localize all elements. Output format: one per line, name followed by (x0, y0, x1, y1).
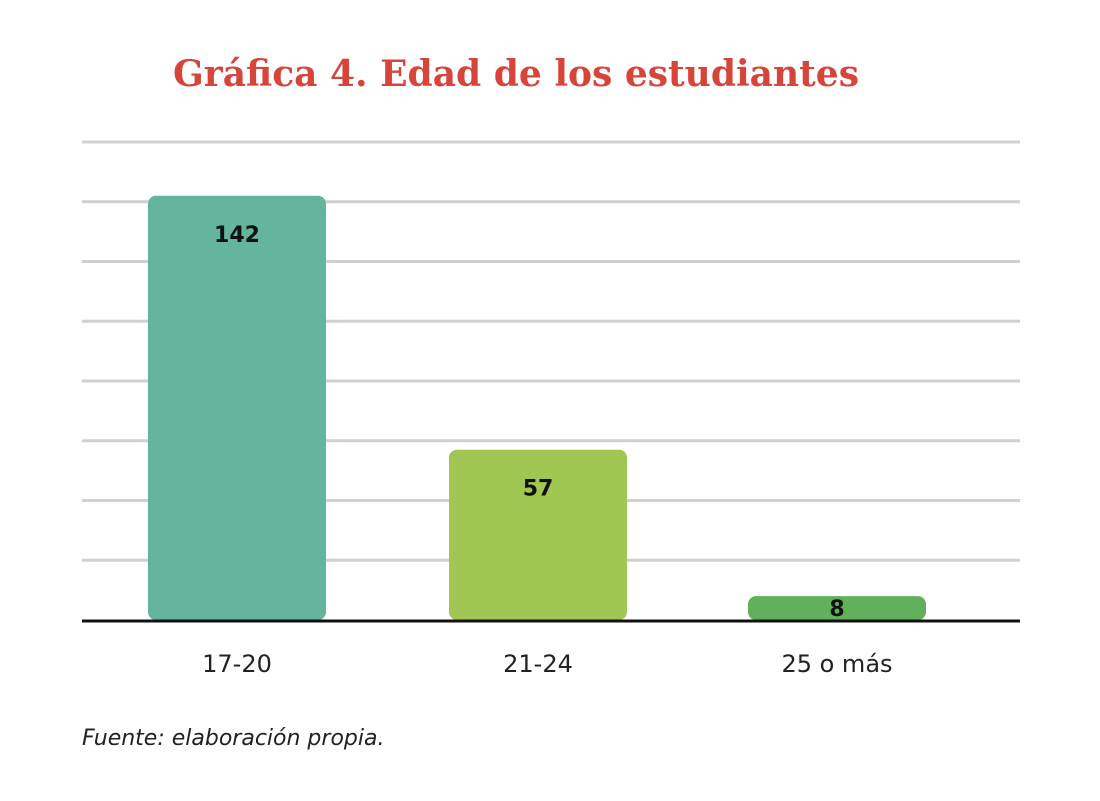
source-note: Fuente: elaboración propia. (82, 726, 385, 751)
data-label-3: 8 (829, 597, 844, 622)
bar-3 (748, 596, 926, 620)
bars (148, 195, 926, 620)
x-tick-label-3: 25 o más (781, 650, 892, 678)
x-tick-label-2: 21-24 (503, 650, 573, 678)
data-label-2: 57 (523, 477, 554, 502)
chart-title: Gráfica 4. Edad de los estudiantes (173, 53, 859, 95)
x-axis-tick-labels: 17-20 21-24 25 o más (202, 650, 892, 678)
bar-1 (148, 195, 326, 620)
bar-2 (449, 449, 627, 620)
data-label-1: 142 (214, 223, 260, 248)
x-tick-label-1: 17-20 (202, 650, 272, 678)
data-labels: 142 57 8 (214, 223, 845, 622)
